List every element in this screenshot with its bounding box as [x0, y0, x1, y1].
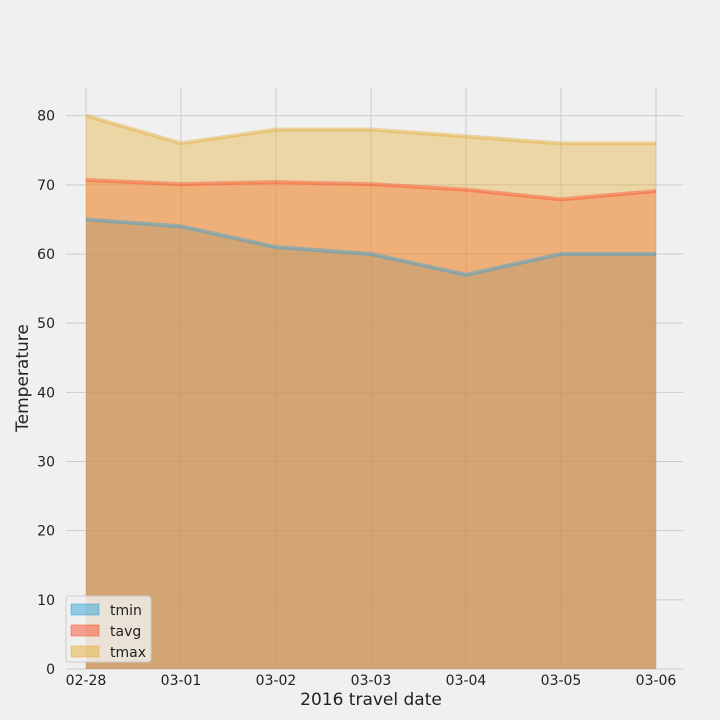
- series-lines: [85, 113, 657, 277]
- legend-label-tavg: tavg: [110, 624, 141, 640]
- y-tick-label: 70: [37, 178, 55, 194]
- y-tick-label: 50: [37, 316, 55, 332]
- legend-swatch-tmin: [70, 603, 100, 616]
- y-axis-ticks: 0 10 20 30 40 50 60 70 80: [37, 109, 55, 678]
- x-tick-label: 03-04: [446, 673, 487, 689]
- y-tick-label: 10: [37, 593, 55, 609]
- x-tick-label: 03-05: [541, 673, 582, 689]
- y-axis-label: Temperature: [13, 324, 33, 433]
- x-tick-label: 03-03: [351, 673, 392, 689]
- line-tavg: [85, 177, 657, 202]
- y-tick-label: 30: [37, 455, 55, 471]
- legend-swatch-tmax: [70, 645, 100, 658]
- area-tavg: [86, 179, 656, 669]
- legend-swatch-tavg: [70, 624, 100, 637]
- x-tick-label: 03-01: [161, 673, 202, 689]
- line-tmax: [85, 113, 656, 146]
- y-tick-label: 60: [37, 247, 55, 263]
- x-tick-label: 02-28: [66, 673, 107, 689]
- area-tmin: [86, 219, 656, 669]
- x-axis-ticks: 02-28 03-01 03-02 03-03 03-04 03-05 03-06: [66, 673, 677, 689]
- area-series: [86, 115, 656, 669]
- x-axis-label: 2016 travel date: [300, 690, 442, 710]
- y-tick-label: 40: [37, 385, 55, 401]
- legend-label-tmin: tmin: [110, 603, 142, 619]
- line-tmin: [85, 217, 656, 277]
- legend: tmin tavg tmax: [65, 595, 152, 663]
- x-tick-label: 03-06: [636, 673, 677, 689]
- y-tick-label: 80: [37, 109, 55, 125]
- y-tick-label: 20: [37, 524, 55, 540]
- legend-label-tmax: tmax: [110, 645, 146, 661]
- area-tmax: [86, 115, 656, 669]
- y-tick-label: 0: [46, 662, 55, 678]
- x-tick-label: 03-02: [256, 673, 297, 689]
- grid: [66, 88, 683, 670]
